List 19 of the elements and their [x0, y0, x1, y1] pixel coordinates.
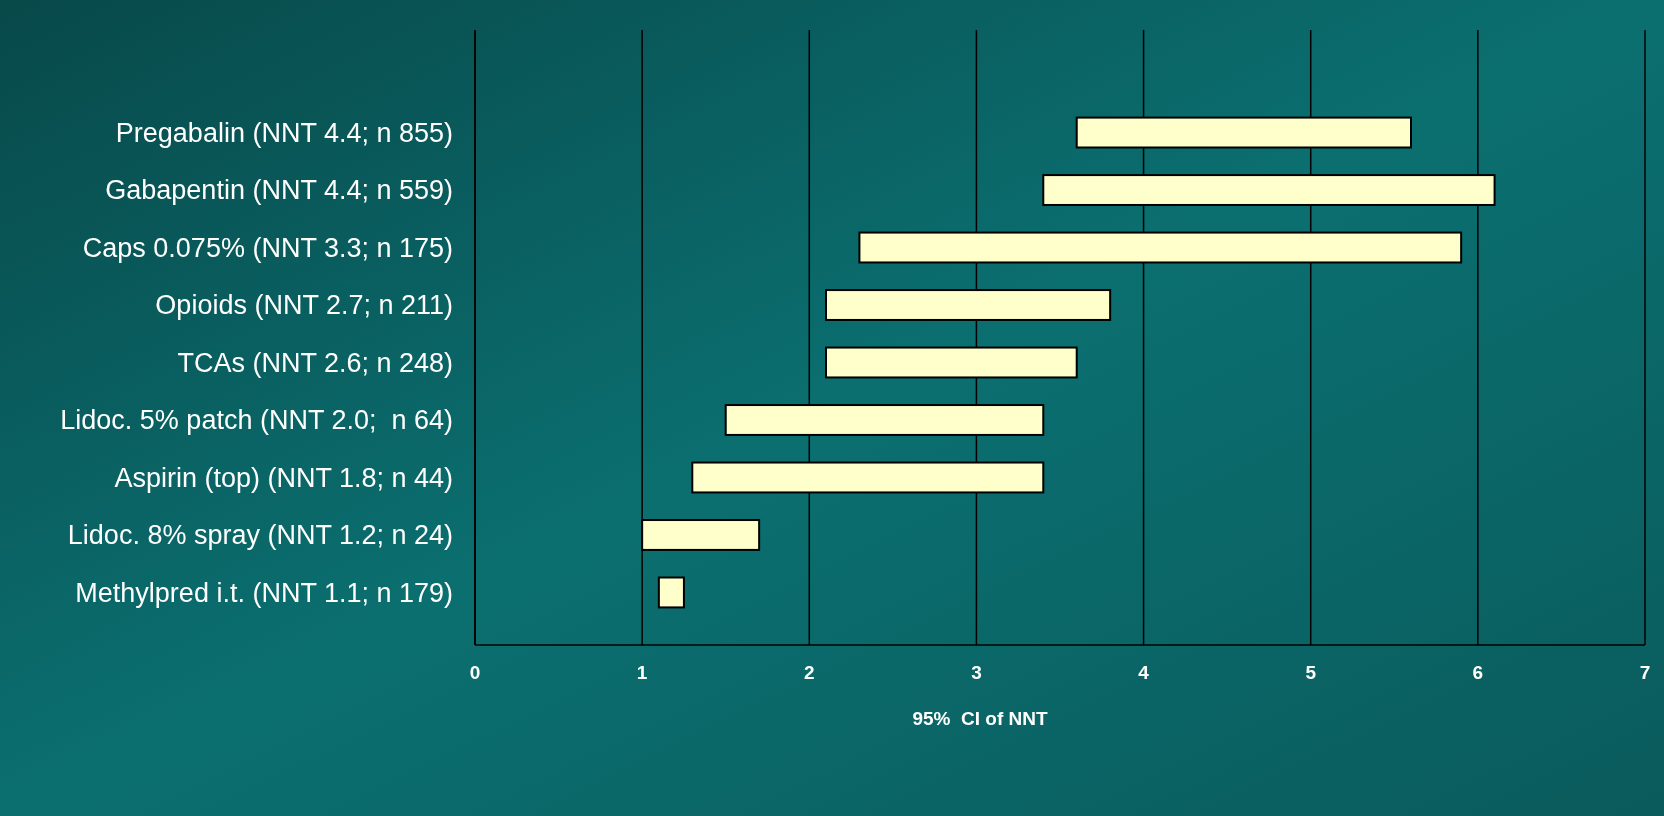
y-tick-label: Lidoc. 5% patch (NNT 2.0; n 64) [60, 405, 453, 436]
y-tick-label: Pregabalin (NNT 4.4; n 855) [115, 117, 453, 148]
y-tick-label: Opioids (NNT 2.7; n 211) [155, 290, 453, 321]
x-tick-label: 7 [1639, 662, 1651, 683]
y-tick-label: Aspirin (top) (NNT 1.8; n 44) [114, 462, 453, 493]
y-tick-label: TCAs (NNT 2.6; n 248) [177, 347, 453, 378]
x-axis-title: 95% CI of NNT [912, 708, 1048, 729]
y-tick-label: Gabapentin (NNT 4.4; n 559) [105, 175, 453, 206]
x-tick-label: 3 [971, 662, 982, 683]
x-tick-label: 4 [1138, 662, 1150, 683]
x-tick-label: 5 [1305, 662, 1317, 683]
bar [657, 576, 685, 609]
y-tick-label: Methylpred i.t. (NNT 1.1; n 179) [75, 577, 453, 608]
y-tick-label: Caps 0.075% (NNT 3.3; n 175) [82, 232, 453, 263]
x-tick-label: 6 [1472, 662, 1484, 683]
x-tick-label: 1 [636, 662, 648, 683]
x-tick-label: 2 [804, 662, 815, 683]
x-tick-label: 0 [469, 662, 481, 683]
y-tick-label: Lidoc. 8% spray (NNT 1.2; n 24) [67, 520, 453, 551]
